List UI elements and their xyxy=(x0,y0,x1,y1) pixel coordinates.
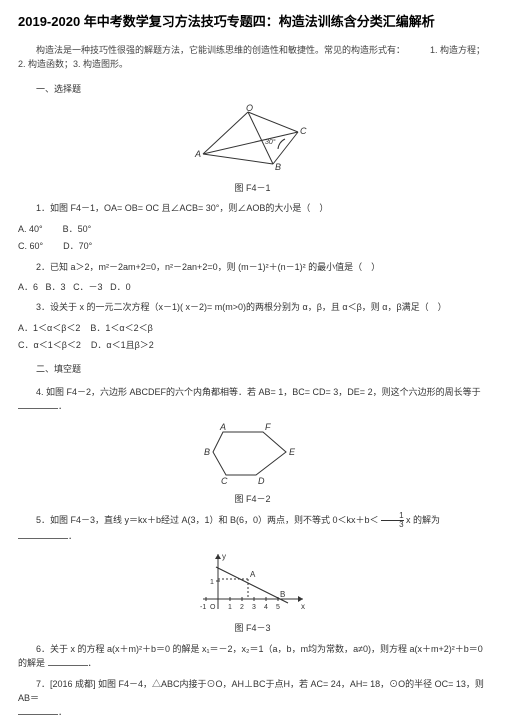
svg-text:D: D xyxy=(258,476,265,486)
svg-text:1: 1 xyxy=(210,579,214,586)
figure-2: A B C D E F 图 F4－2 xyxy=(18,420,487,506)
option-2a: A．6 xyxy=(18,282,38,292)
option-3b: B．1＜α＜2＜β xyxy=(90,323,152,333)
svg-text:B: B xyxy=(204,447,210,457)
svg-text:F: F xyxy=(265,422,271,432)
blank-fill xyxy=(18,399,58,409)
triangle-diagram-icon: A B C O 30° xyxy=(193,104,313,179)
svg-text:A: A xyxy=(194,149,201,159)
problem-2-options: A．6 B．3 C．－3 D．0 xyxy=(18,280,487,294)
problem-2: 2．已知 a＞2，m²－2am+2=0，n²－2an+2=0，则 (m－1)²＋… xyxy=(18,260,487,274)
option-2b: B．3 xyxy=(46,282,66,292)
svg-text:C: C xyxy=(221,476,228,486)
svg-text:B: B xyxy=(275,162,281,172)
svg-text:-1: -1 xyxy=(200,604,206,611)
svg-text:x: x xyxy=(301,602,305,611)
blank-fill xyxy=(48,656,88,666)
problem-4: 4. 如图 F4－2，六边形 ABCDEF的六个内角都相等．若 AB= 1，BC… xyxy=(18,385,487,414)
svg-text:B: B xyxy=(280,590,285,599)
problem-3: 3．设关于 x 的一元二次方程（x－1)( x－2)= m(m>0)的两根分别为… xyxy=(18,300,487,314)
intro-text: 构造法是一种技巧性很强的解题方法，它能训练思维的创造性和敏捷性。常见的构造形式有… xyxy=(18,43,487,72)
figure-3-caption: 图 F4－3 xyxy=(18,621,487,635)
problem-4-text: 4. 如图 F4－2，六边形 ABCDEF的六个内角都相等．若 AB= 1，BC… xyxy=(36,387,481,397)
option-3c: C．α＜1＜β＜2 xyxy=(18,340,81,350)
svg-text:A: A xyxy=(250,570,256,579)
line-graph-icon: 1 2 3 4 5 -1 1 A B Ox y xyxy=(193,549,313,619)
problem-6: 6．关于 x 的方程 a(x＋m)²＋b＝0 的解是 x₁＝－2，x₂＝1（a，… xyxy=(18,642,487,671)
figure-1: A B C O 30° 图 F4－1 xyxy=(18,104,487,195)
svg-text:A: A xyxy=(219,422,226,432)
svg-text:3: 3 xyxy=(252,604,256,611)
svg-text:5: 5 xyxy=(276,604,280,611)
svg-text:30°: 30° xyxy=(265,138,276,146)
figure-2-caption: 图 F4－2 xyxy=(18,492,487,506)
svg-text:y: y xyxy=(222,552,226,561)
hexagon-diagram-icon: A B C D E F xyxy=(198,420,308,490)
problem-3-options: A．1＜α＜β＜2 B．1＜α＜2＜β C．α＜1＜β＜2 D．α＜1且β＞2 xyxy=(18,321,487,353)
option-1b: B．50° xyxy=(63,224,92,234)
option-1d: D．70° xyxy=(63,241,92,251)
option-2d: D．0 xyxy=(110,282,131,292)
figure-3: 1 2 3 4 5 -1 1 A B Ox y 图 F4－3 xyxy=(18,549,487,635)
problem-5-post: x 的解为 xyxy=(406,515,440,525)
figure-1-caption: 图 F4－1 xyxy=(18,181,487,195)
section-2-header: 二、填空题 xyxy=(18,362,487,376)
problem-5: 5．如图 F4－3，直线 y＝kx＋b经过 A(3，1）和 B(6，0）两点，则… xyxy=(18,512,487,543)
svg-text:O: O xyxy=(210,604,216,611)
option-3a: A．1＜α＜β＜2 xyxy=(18,323,80,333)
problem-7-text: 7．[2016 成都] 如图 F4－4，△ABC内接于⊙O，AH⊥BC于点H，若… xyxy=(18,679,484,703)
svg-text:O: O xyxy=(246,104,253,113)
frac-den: 3 xyxy=(381,521,403,529)
intro-main: 构造法是一种技巧性很强的解题方法，它能训练思维的创造性和敏捷性。常见的构造形式有… xyxy=(36,45,405,55)
problem-1: 1．如图 F4－1，OA= OB= OC 且∠ACB= 30°，则∠AOB的大小… xyxy=(18,201,487,215)
option-3d: D．α＜1且β＞2 xyxy=(91,340,154,350)
option-2c: C．－3 xyxy=(73,282,103,292)
svg-text:E: E xyxy=(289,447,296,457)
page-title: 2019-2020 年中考数学复习方法技巧专题四：构造法训练含分类汇编解析 xyxy=(18,12,487,33)
svg-text:4: 4 xyxy=(264,604,268,611)
problem-5-pre: 5．如图 F4－3，直线 y＝kx＋b经过 A(3，1）和 B(6，0）两点，则… xyxy=(36,515,379,525)
problem-7: 7．[2016 成都] 如图 F4－4，△ABC内接于⊙O，AH⊥BC于点H，若… xyxy=(18,677,487,720)
problem-1-options: A. 40° B．50° C. 60° D．70° xyxy=(18,222,487,254)
option-1a: A. 40° xyxy=(18,224,43,234)
blank-fill xyxy=(18,529,68,539)
svg-text:C: C xyxy=(300,126,307,136)
option-1c: C. 60° xyxy=(18,241,43,251)
problem-6-text: 6．关于 x 的方程 a(x＋m)²＋b＝0 的解是 x₁＝－2，x₂＝1（a，… xyxy=(18,644,483,668)
svg-text:2: 2 xyxy=(240,604,244,611)
section-1-header: 一、选择题 xyxy=(18,82,487,96)
svg-text:1: 1 xyxy=(228,604,232,611)
